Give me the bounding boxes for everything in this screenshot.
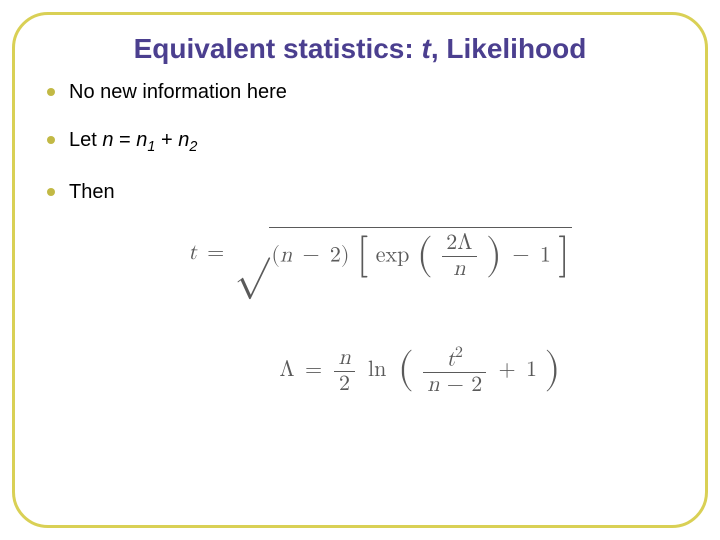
eq2-inner-t: t — [446, 348, 455, 370]
slide-frame: Equivalent statistics: t, Likelihood No … — [12, 12, 708, 528]
left-paren-icon: ( — [417, 237, 433, 275]
title-text-pre: Equivalent statistics: — [134, 33, 422, 64]
sqrt-radical-icon: √ — [235, 229, 270, 283]
eq1-one: 1 — [540, 244, 551, 266]
eq2-one: 1 — [526, 359, 537, 381]
equation-2: Λ = n 2 ln ( t2 n − 2 + 1 ) — [43, 345, 677, 398]
eq1-equals: = — [204, 242, 227, 264]
left-paren-icon-2: ( — [398, 351, 414, 389]
left-bracket-icon: [ — [357, 237, 369, 275]
eq2-inner-n: n — [427, 374, 439, 396]
eq2-inner-exp: 2 — [455, 345, 463, 361]
eq1-frac-num-2: 2 — [446, 232, 457, 254]
eq1-two: 2 — [330, 244, 341, 266]
eq2-inner-frac: t2 n − 2 — [423, 345, 486, 398]
bullet-2-eq: = — [113, 129, 136, 151]
slide: Equivalent statistics: t, Likelihood No … — [0, 0, 720, 540]
bullet-2-n: n — [102, 129, 113, 151]
eq1-frac: 2Λ n — [442, 232, 476, 281]
eq2-frac-n2-num: n — [334, 347, 354, 372]
eq1-frac-num-L: Λ — [457, 232, 472, 254]
bullet-item-1: No new information here — [69, 79, 677, 105]
eq2-inner-two: 2 — [471, 374, 482, 396]
bullet-list: No new information here Let n = n1 + n2 … — [43, 79, 677, 205]
title-text-post: , Likelihood — [431, 33, 587, 64]
bullet-3-text: Then — [69, 181, 115, 203]
equation-1: t = √ (n − 2) [ exp ( 2Λ n ) − 1 — [43, 227, 677, 281]
eq1-t: t — [188, 242, 197, 264]
bullet-1-text: No new information here — [69, 81, 287, 103]
eq1-n: n — [280, 244, 292, 266]
bullet-2-n1: n — [136, 129, 147, 151]
right-paren-icon-2: ) — [544, 351, 560, 389]
eq1-sqrt: √ (n − 2) [ exp ( 2Λ n ) − 1 ] — [235, 227, 572, 281]
right-bracket-icon: ] — [558, 237, 570, 275]
eq2-Lambda: Λ — [279, 359, 294, 381]
bullet-2-sub2: 2 — [189, 139, 197, 155]
eq1-frac-den: n — [442, 257, 476, 281]
eq1-radicand: (n − 2) [ exp ( 2Λ n ) − 1 ] — [269, 227, 571, 281]
eq2-frac-n2: n 2 — [334, 347, 354, 396]
title-t-italic: t — [421, 33, 430, 64]
eq1-minus1: − — [509, 244, 532, 266]
eq2-plus: + — [496, 359, 519, 381]
bullet-item-2: Let n = n1 + n2 — [69, 127, 677, 157]
bullet-2-pre: Let — [69, 129, 102, 151]
eq2-inner-den: n − 2 — [423, 373, 486, 397]
right-paren-icon: ) — [486, 237, 502, 275]
eq1-frac-num: 2Λ — [442, 232, 476, 257]
bullet-2-plus: + — [155, 129, 178, 151]
eq1-minus: − — [299, 244, 322, 266]
eq2-inner-minus: − — [447, 374, 464, 396]
slide-title: Equivalent statistics: t, Likelihood — [43, 33, 677, 65]
bullet-2-n2: n — [178, 129, 189, 151]
bullet-item-3: Then — [69, 179, 677, 205]
eq2-ln: ln — [364, 359, 390, 381]
eq2-equals: = — [302, 359, 325, 381]
eq2-inner-num: t2 — [423, 345, 486, 373]
eq2-frac-n2-den: 2 — [334, 372, 354, 396]
eq1-exp: exp — [376, 244, 410, 266]
